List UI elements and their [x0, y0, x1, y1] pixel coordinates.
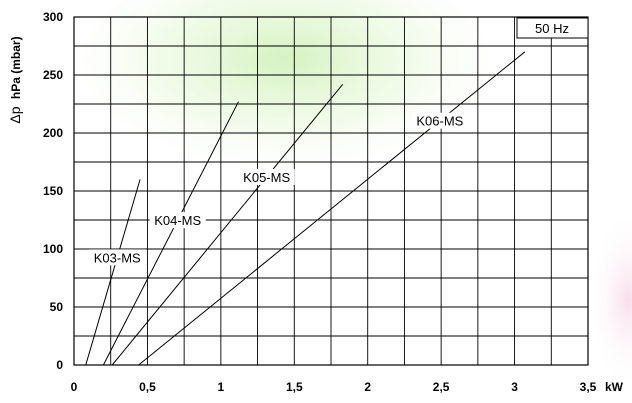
- x-tick-label: 3,5: [580, 380, 597, 394]
- y-tick-label: 150: [43, 184, 63, 198]
- plot-area-frame: [73, 16, 589, 366]
- series-label-background: [238, 168, 295, 185]
- series-line-k05-ms: [111, 83, 344, 366]
- series-label-background: [149, 212, 206, 229]
- y-axis-unit: hPa (mbar): [9, 36, 23, 99]
- x-tick-label: 2: [364, 380, 371, 394]
- x-tick-label: 3: [511, 380, 518, 394]
- y-axis-title: Δp hPa (mbar): [7, 36, 23, 123]
- x-tick-label: 1: [218, 380, 225, 394]
- y-tick-labels: 0 50 100 150 200 250 300: [43, 10, 63, 372]
- y-tick-label: 200: [43, 126, 63, 140]
- series-line-k03-ms: [85, 179, 141, 366]
- series-label-background: [89, 249, 146, 266]
- svg-text:Δp hPa (mbar): Δp hPa (mbar): [7, 36, 23, 123]
- series-line-k04-ms: [102, 101, 239, 366]
- series-labels: K03-MS K04-MS K05-MS K06-MS: [89, 112, 468, 266]
- series-label-k04-ms: K04-MS: [154, 213, 201, 228]
- grid: [74, 17, 588, 365]
- y-tick-label: 250: [43, 68, 63, 82]
- frequency-label: 50 Hz: [535, 21, 569, 36]
- y-tick-label: 0: [56, 358, 63, 372]
- y-tick-label: 300: [43, 10, 63, 24]
- delta-p-symbol: Δp: [7, 106, 23, 123]
- x-tick-label: 2,5: [433, 380, 450, 394]
- background-glow: [75, 0, 495, 180]
- series-label-k03-ms: K03-MS: [94, 250, 141, 265]
- series-label-k06-ms: K06-MS: [416, 114, 463, 129]
- y-tick-label: 100: [43, 242, 63, 256]
- x-tick-label: 0: [71, 380, 78, 394]
- series-line-k06-ms: [138, 51, 526, 366]
- series-lines: [85, 51, 526, 366]
- x-tick-label: 1,5: [286, 380, 303, 394]
- x-tick-labels: 0 0,5 1 1,5 2 2,5 3 3,5: [71, 380, 597, 394]
- background-glow-right: [588, 210, 632, 390]
- x-axis-unit-label: kW: [605, 380, 624, 394]
- y-tick-label: 50: [50, 300, 64, 314]
- series-label-background: [411, 112, 468, 129]
- series-label-k05-ms: K05-MS: [243, 170, 290, 185]
- frequency-box: 50 Hz: [516, 17, 589, 39]
- x-tick-label: 0,5: [139, 380, 156, 394]
